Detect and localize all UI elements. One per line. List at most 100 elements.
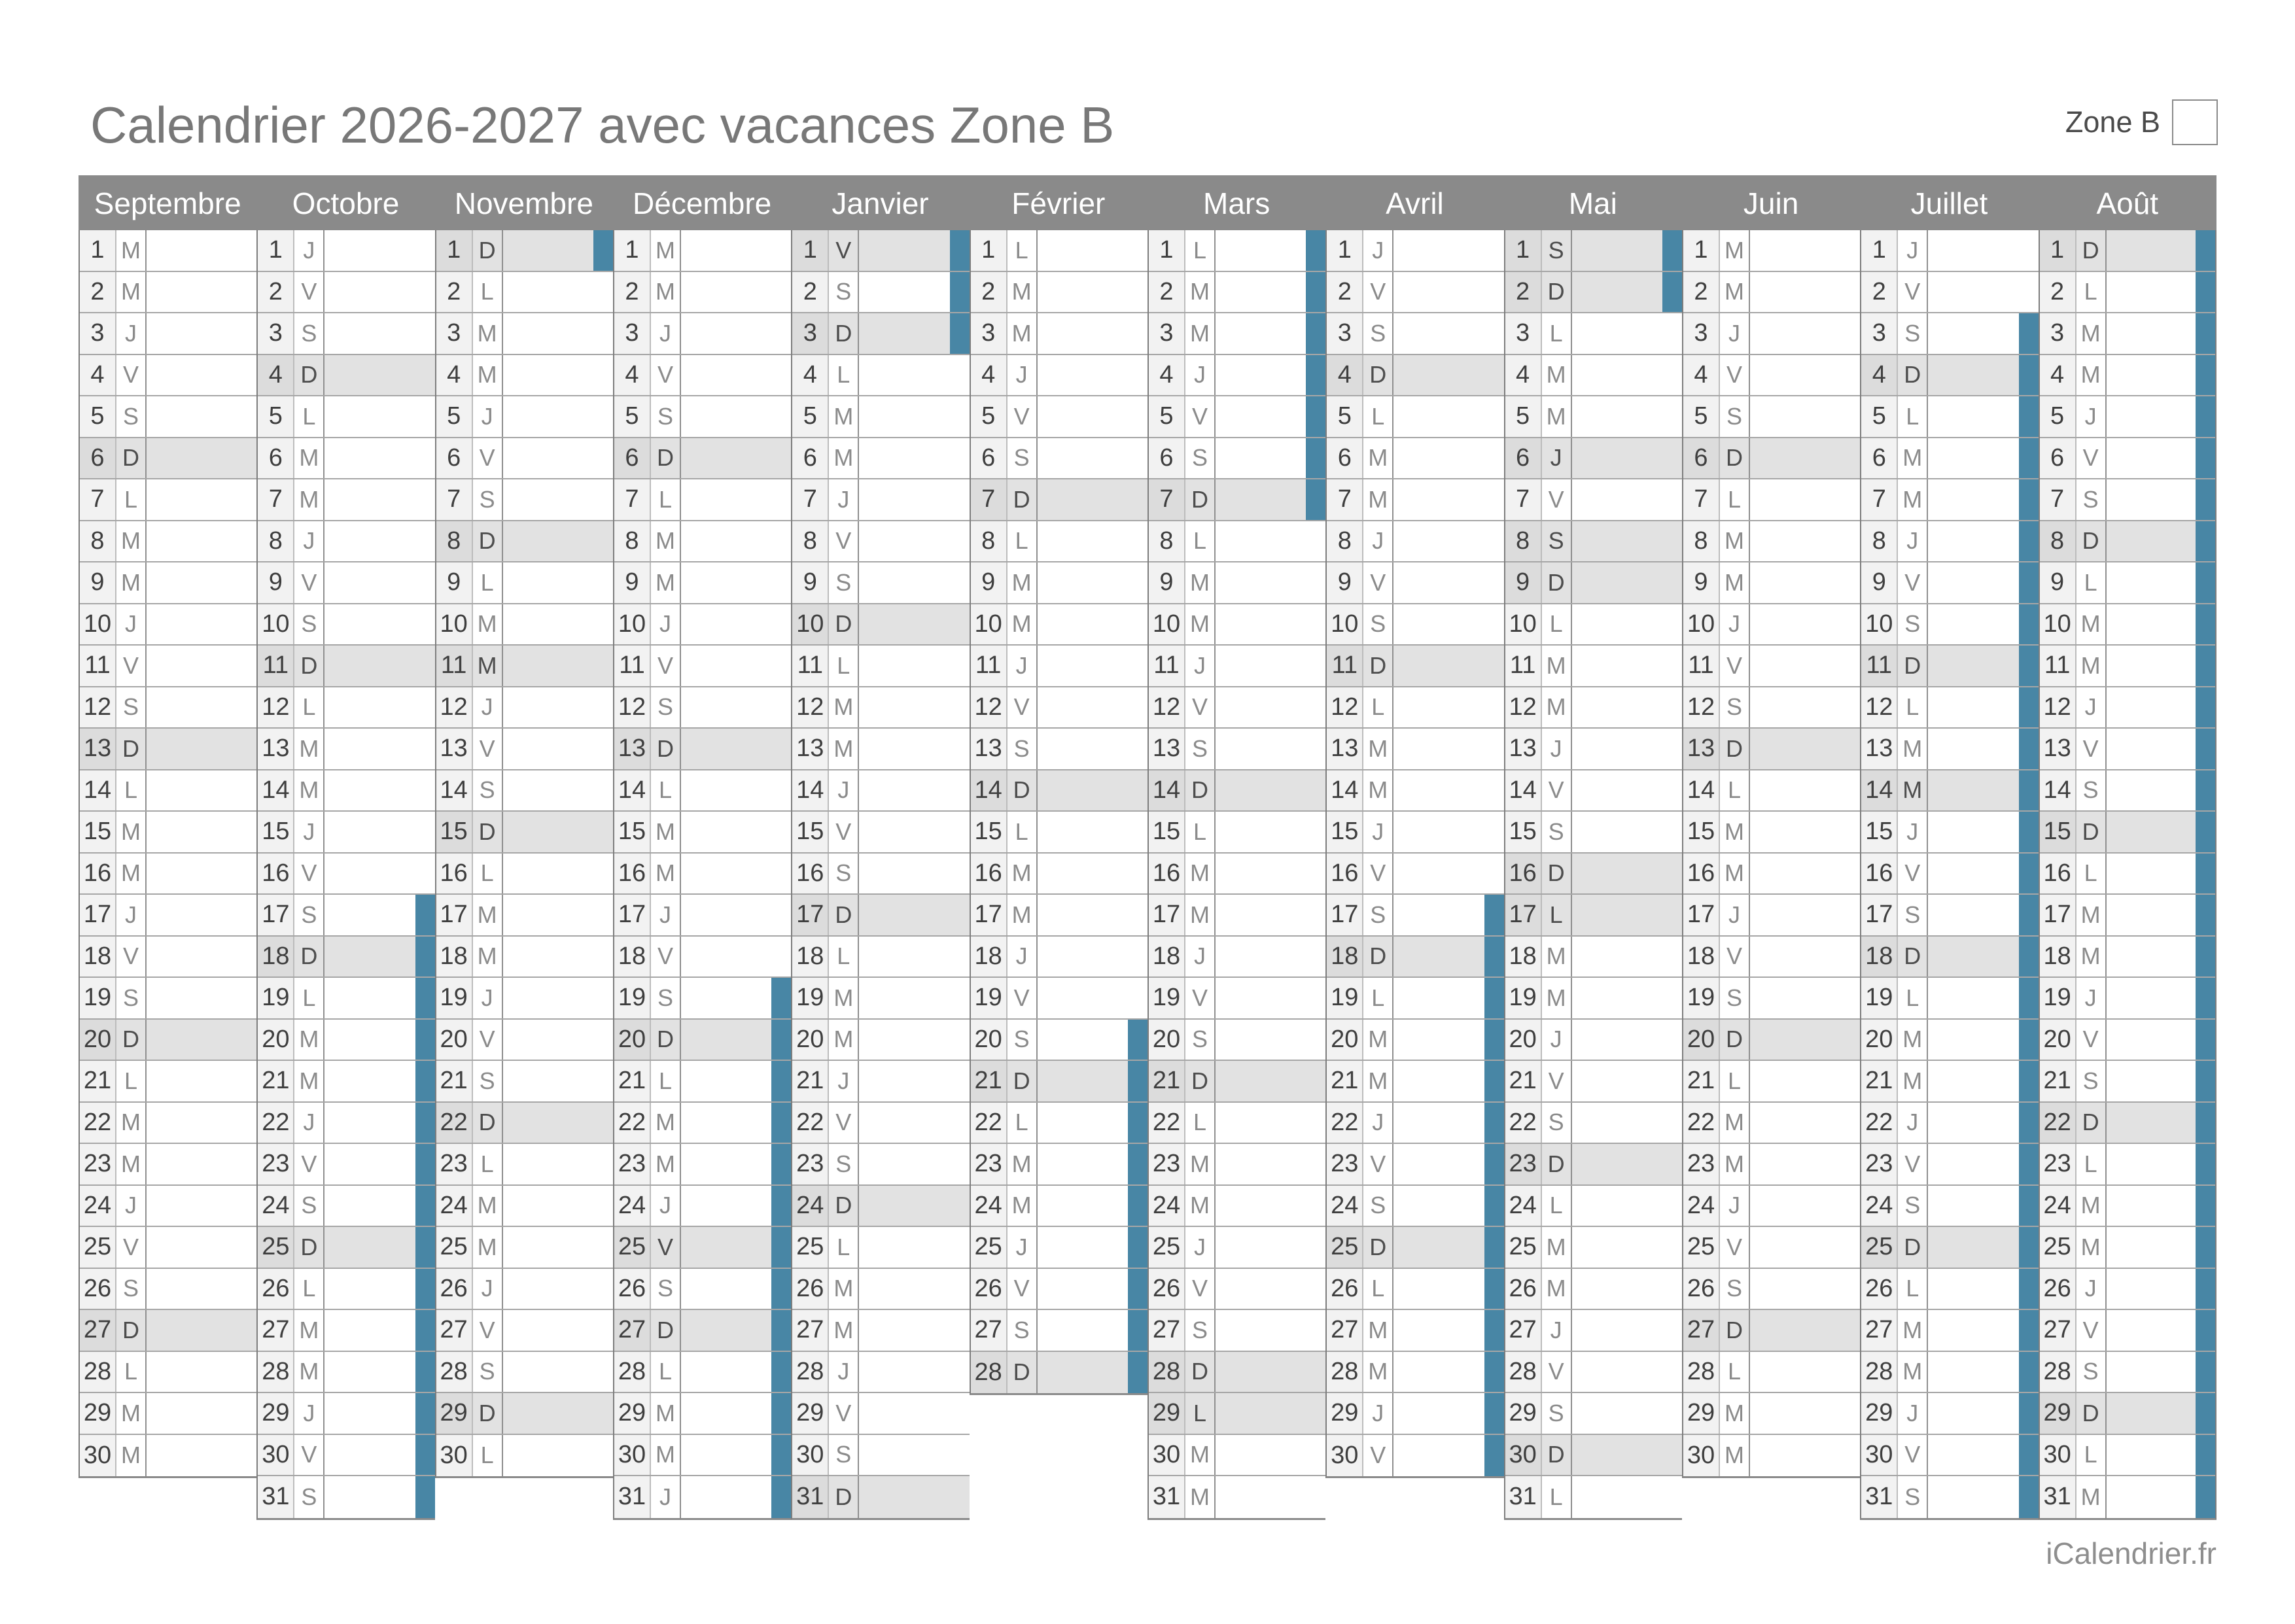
day-row: 18 J [970, 936, 1148, 978]
strip-spacer [1840, 812, 1860, 852]
day-row: 16 L [436, 853, 613, 895]
day-blank-cell [1393, 646, 1484, 686]
day-letter-cell: M [1542, 687, 1572, 727]
day-letter-cell: M [1363, 770, 1394, 810]
day-number-cell: 11 [1683, 646, 1720, 686]
day-letter-cell: V [829, 1102, 860, 1143]
day-blank-cell [1216, 1227, 1306, 1268]
day-number-cell: 13 [1327, 729, 1364, 769]
day-number-cell: 24 [436, 1185, 473, 1226]
day-row: 17 S [1861, 895, 2039, 937]
day-blank-cell [1038, 1020, 1128, 1060]
day-blank-cell [503, 1393, 593, 1434]
day-number-cell: 5 [792, 396, 830, 437]
strip-spacer [1662, 687, 1682, 728]
strip-spacer [1128, 812, 1148, 852]
day-blank-cell [147, 396, 237, 437]
day-letter-cell: S [1007, 729, 1038, 769]
day-blank-cell [2107, 1186, 2196, 1226]
vacation-strip [2195, 936, 2215, 976]
day-number-cell: 16 [2039, 853, 2076, 893]
day-row: 26 V [1148, 1268, 1326, 1310]
day-blank-cell [681, 646, 771, 686]
strip-spacer [593, 313, 613, 354]
day-row: 16 V [1861, 853, 2039, 895]
day-letter-cell: M [1007, 604, 1038, 644]
day-blank-cell [1750, 729, 1840, 769]
day-letter-cell: M [473, 936, 503, 976]
day-letter-cell: V [651, 936, 681, 976]
day-letter-cell: V [1542, 479, 1572, 520]
day-letter-cell: S [1185, 1310, 1216, 1351]
strip-spacer [771, 895, 791, 935]
day-letter-cell: L [1185, 230, 1216, 271]
day-letter-cell: M [1720, 521, 1750, 561]
day-row: 17 J [80, 895, 257, 937]
vacation-strip [1306, 438, 1326, 478]
day-number-cell: 17 [970, 895, 1007, 935]
day-number-cell: 30 [258, 1434, 295, 1475]
day-letter-cell: J [651, 313, 681, 354]
day-letter-cell: D [1542, 271, 1572, 312]
day-letter-cell: V [1007, 1268, 1038, 1309]
day-letter-cell: M [1185, 604, 1216, 644]
strip-spacer [237, 854, 256, 894]
day-number-cell: 24 [1148, 1185, 1185, 1226]
day-number-cell: 20 [1327, 1019, 1364, 1060]
day-number-cell: 24 [614, 1185, 651, 1226]
day-row: 22 L [970, 1102, 1148, 1144]
day-blank-cell [1928, 438, 2018, 479]
day-row: 17 D [792, 895, 970, 937]
day-letter-cell: S [1185, 729, 1216, 769]
day-blank-cell [2107, 937, 2196, 977]
day-row: 13 D [614, 729, 792, 770]
day-number-cell: 11 [258, 646, 295, 686]
day-row: 15 M [80, 812, 257, 854]
strip-spacer [593, 1227, 613, 1268]
strip-spacer [1662, 1061, 1682, 1101]
day-row: 21 D [970, 1061, 1148, 1103]
day-number-cell: 16 [1861, 853, 1899, 893]
day-blank-cell [1572, 1269, 1662, 1309]
day-row: 18 V [1683, 936, 1861, 978]
day-number-cell: 11 [2039, 646, 2076, 686]
strip-spacer [771, 604, 791, 645]
day-letter-cell: V [1898, 1144, 1929, 1184]
day-blank-cell [2107, 355, 2196, 396]
day-letter-cell: M [1007, 1144, 1038, 1184]
day-number-cell: 15 [1327, 812, 1364, 852]
day-row: 19 S [1683, 978, 1861, 1020]
day-number-cell: 16 [80, 853, 116, 893]
day-letter-cell: S [1007, 1310, 1038, 1351]
day-letter-cell: M [1720, 1102, 1750, 1143]
day-number-cell: 14 [1861, 770, 1899, 810]
day-letter-cell: V [1720, 1227, 1750, 1268]
day-blank-cell [1928, 1227, 2018, 1268]
day-blank-cell [147, 1144, 237, 1184]
day-letter-cell: M [1007, 895, 1038, 935]
day-blank-cell [503, 521, 593, 562]
day-number-cell: 2 [1861, 271, 1899, 312]
strip-spacer [1484, 355, 1504, 396]
day-blank-cell [324, 396, 415, 437]
day-number-cell: 2 [614, 271, 651, 312]
day-number-cell: 23 [1327, 1144, 1364, 1184]
day-letter-cell: V [1363, 853, 1394, 893]
day-row: 13 M [792, 729, 970, 770]
day-row: 23 L [436, 1144, 613, 1186]
day-number-cell: 13 [436, 729, 473, 769]
strip-spacer [1840, 937, 1860, 977]
day-letter-cell: S [294, 1476, 325, 1518]
day-row: 29 J [258, 1393, 435, 1435]
strip-spacer [237, 1227, 256, 1268]
day-number-cell: 26 [1148, 1268, 1185, 1309]
day-row: 28 D [970, 1351, 1148, 1393]
